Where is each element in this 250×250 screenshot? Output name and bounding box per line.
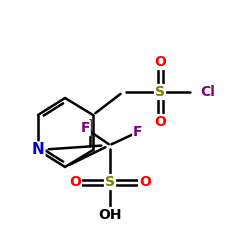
Text: O: O: [154, 55, 166, 69]
Text: Cl: Cl: [200, 85, 215, 99]
Text: S: S: [155, 85, 165, 99]
Text: O: O: [139, 175, 151, 189]
Text: S: S: [105, 175, 115, 189]
Text: O: O: [154, 115, 166, 129]
Text: ⁻: ⁻: [45, 147, 51, 157]
Text: F: F: [80, 121, 90, 135]
Text: F: F: [133, 125, 143, 139]
Text: OH: OH: [98, 208, 122, 222]
Text: O: O: [69, 175, 81, 189]
Text: N: N: [32, 142, 44, 158]
